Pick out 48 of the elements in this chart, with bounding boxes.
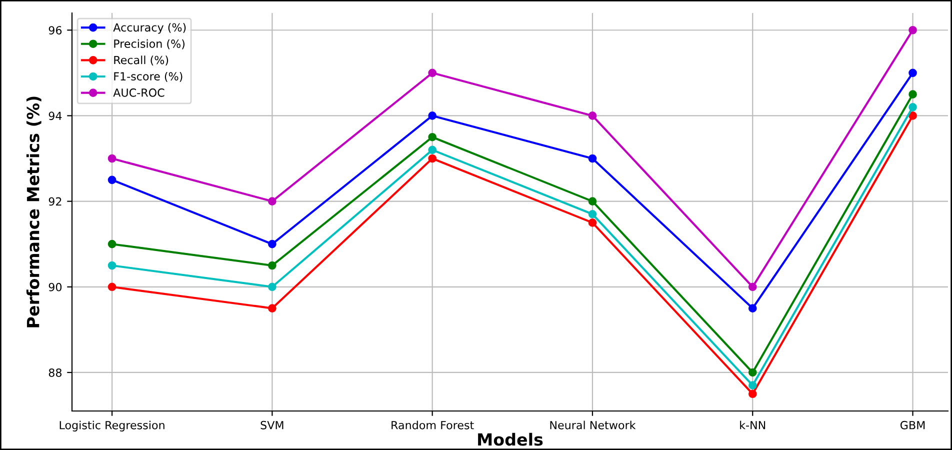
x-tick-label: SVM xyxy=(260,420,284,430)
point xyxy=(748,390,757,398)
point xyxy=(108,176,116,184)
x-tick-label: Logistic Regression xyxy=(60,420,164,432)
y-tick-label: 88 xyxy=(48,368,62,377)
point xyxy=(748,381,757,390)
point xyxy=(588,218,597,227)
point xyxy=(268,282,276,292)
point xyxy=(268,304,276,312)
point xyxy=(908,112,917,120)
point xyxy=(428,132,436,142)
point xyxy=(428,146,436,154)
point xyxy=(748,304,757,312)
y-tick-label: 90 xyxy=(48,282,62,292)
point xyxy=(428,68,436,78)
point xyxy=(908,68,917,78)
point xyxy=(268,240,276,248)
x-tick-label: k-NN xyxy=(740,420,766,430)
point xyxy=(108,261,116,270)
legend-label: Recall (%) xyxy=(114,56,168,66)
point xyxy=(588,112,597,120)
y-axis-title: Performance Metrics (%) xyxy=(26,96,42,328)
x-tick-label: GBM xyxy=(900,420,925,430)
point xyxy=(108,240,116,248)
point xyxy=(268,197,276,206)
x-axis-title: Models xyxy=(478,432,543,446)
point xyxy=(268,261,276,270)
x-tick-label: Random Forest xyxy=(392,420,474,430)
point xyxy=(588,197,597,206)
legend-label: Accuracy (%) xyxy=(113,23,186,34)
point xyxy=(908,26,917,34)
x-tick-label: Neural Network xyxy=(550,420,636,430)
legend-label: F1-score (%) xyxy=(114,72,182,82)
point xyxy=(108,282,116,292)
y-tick-label: 92 xyxy=(48,197,62,206)
legend-label: Precision (%) xyxy=(114,39,184,50)
point xyxy=(428,154,436,163)
point xyxy=(108,154,116,163)
point xyxy=(428,112,436,120)
legend-label: AUC-ROC xyxy=(113,88,164,97)
point xyxy=(748,368,757,377)
y-tick-label: 96 xyxy=(48,26,62,34)
point xyxy=(588,210,597,218)
point xyxy=(748,282,757,292)
point xyxy=(908,102,917,112)
y-tick-label: 94 xyxy=(48,112,62,120)
point xyxy=(588,154,597,163)
point xyxy=(908,90,917,98)
